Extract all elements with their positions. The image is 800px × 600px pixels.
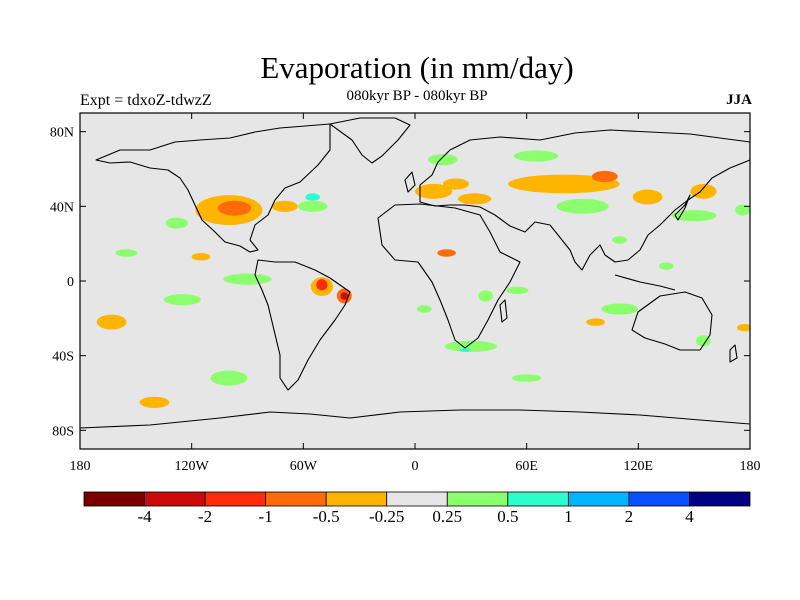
y-tick-label: 80S <box>52 424 74 439</box>
colorbar-swatch-4 <box>325 491 388 507</box>
coastline-madagascar <box>499 299 508 323</box>
coastline-indonesia <box>614 274 676 291</box>
coastline-eurasia <box>419 129 750 271</box>
colorbar-label: 2 <box>625 507 634 526</box>
coastline-australia <box>631 291 713 351</box>
coastline-south-america <box>254 259 351 391</box>
colorbar-label: 0.5 <box>497 507 518 526</box>
x-tick-label: 180 <box>70 459 91 474</box>
anomaly-patch-39 <box>305 193 321 201</box>
anomaly-patch-26 <box>735 204 750 216</box>
colorbar-swatch-3 <box>265 491 327 507</box>
season-label: JJA <box>726 92 752 108</box>
anomaly-patch-31 <box>416 305 432 313</box>
colorbar-label: 1 <box>564 507 573 526</box>
anomaly-patch-21 <box>428 154 458 166</box>
anomaly-patch-34 <box>586 318 605 326</box>
colorbar-label: 4 <box>685 507 694 526</box>
anomaly-patch-37 <box>511 374 542 382</box>
x-tick-label: 60E <box>515 459 538 474</box>
colorbar-swatch-5 <box>386 491 448 507</box>
colorbar-swatch-1 <box>144 491 206 507</box>
anomaly-contours <box>96 150 750 408</box>
anomaly-patch-29 <box>459 348 471 352</box>
coastline-japan <box>674 194 691 221</box>
anomaly-patch-23 <box>632 189 663 205</box>
anomaly-patch-32 <box>506 286 529 295</box>
colorbar-swatch-9 <box>628 491 690 507</box>
colorbar-label: -2 <box>198 507 212 526</box>
anomaly-patch-6 <box>316 279 328 291</box>
anomaly-patch-35 <box>696 335 711 347</box>
anomaly-patch-22 <box>556 198 609 214</box>
anomaly-patch-20 <box>513 150 559 162</box>
coastline-new-zealand <box>729 344 738 363</box>
coastline-british-isles <box>404 171 416 193</box>
colorbar-label: -0.25 <box>369 507 404 526</box>
coastline-africa <box>377 203 521 349</box>
experiment-label: Expt = tdxoZ-tdwzZ <box>80 92 212 109</box>
colorbar-label: -1 <box>259 507 273 526</box>
anomaly-patch-18 <box>508 174 620 194</box>
colorbar-label: -4 <box>137 507 152 526</box>
coastline-north-america <box>95 123 331 253</box>
anomaly-patch-4 <box>165 217 188 229</box>
colorbar: -4 -2 -1 -0.5 -0.25 0.25 0.5 1 2 4 <box>83 491 751 526</box>
anomaly-patch-40 <box>612 236 628 244</box>
anomaly-patch-8 <box>340 292 348 300</box>
anomaly-patch-28 <box>444 340 497 352</box>
x-tick-label: 0 <box>412 459 419 474</box>
coastline-antarctica <box>80 409 750 429</box>
colorbar-swatch-6 <box>446 491 509 507</box>
anomaly-patch-17 <box>457 193 492 205</box>
plot-title: Evaporation (in mm/day) <box>260 50 574 85</box>
y-tick-label: 0 <box>67 275 74 290</box>
x-tick-label: 120E <box>624 459 654 474</box>
colorbar-swatch-10 <box>689 491 751 507</box>
anomaly-patch-11 <box>96 314 127 330</box>
colorbar-swatch-8 <box>567 491 630 507</box>
anomaly-patch-38 <box>191 253 211 261</box>
anomaly-patch-15 <box>415 183 453 199</box>
x-tick-label: 180 <box>740 459 761 474</box>
colorbar-label: 0.25 <box>432 507 462 526</box>
anomaly-patch-14 <box>139 396 170 408</box>
colorbar-swatch-0 <box>83 491 145 507</box>
plot-subtitle: 080kyr BP - 080kyr BP <box>346 88 488 104</box>
coastlines <box>80 117 750 429</box>
anomaly-patch-33 <box>601 303 639 315</box>
y-tick-label: 80N <box>50 126 74 141</box>
anomaly-patch-25 <box>671 210 717 222</box>
anomaly-patch-27 <box>437 249 456 257</box>
anomaly-patch-3 <box>297 200 328 212</box>
y-tick-label: 40S <box>52 350 74 365</box>
anomaly-patch-16 <box>442 178 469 190</box>
x-tick-label: 120W <box>175 459 210 474</box>
anomaly-patch-1 <box>217 200 252 216</box>
anomaly-patch-9 <box>163 294 201 306</box>
anomaly-patch-13 <box>210 370 248 386</box>
map-axes: 180 120W 60W 0 60E 120E 180 80N 40N 0 40S 80S <box>50 113 761 474</box>
colorbar-swatch-7 <box>507 491 569 507</box>
anomaly-patch-41 <box>658 262 674 270</box>
colorbar-swatch-2 <box>204 491 267 507</box>
anomaly-patch-12 <box>115 249 138 257</box>
colorbar-label: -0.5 <box>313 507 340 526</box>
anomaly-patch-24 <box>690 183 717 199</box>
anomaly-patch-36 <box>736 323 750 332</box>
map-background <box>80 113 750 449</box>
anomaly-patch-10 <box>223 273 272 285</box>
anomaly-patch-30 <box>478 290 494 302</box>
anomaly-patch-2 <box>271 200 298 212</box>
y-tick-label: 40N <box>50 200 74 215</box>
x-tick-label: 60W <box>290 459 318 474</box>
coastline-greenland <box>329 117 411 164</box>
anomaly-patch-19 <box>591 170 618 183</box>
